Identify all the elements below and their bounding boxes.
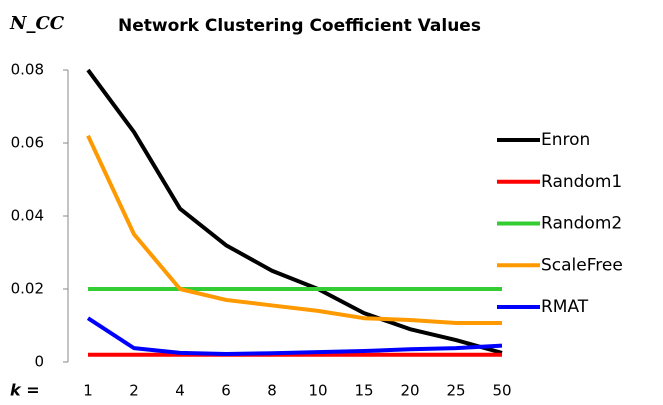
y-tick-label: 0	[34, 353, 44, 371]
legend-label: RMAT	[541, 297, 589, 317]
x-tick-label: 10	[308, 382, 327, 400]
y-tick-label: 0.08	[11, 61, 44, 79]
x-tick-label: 50	[492, 382, 511, 400]
x-tick-label: 6	[221, 382, 231, 400]
y-tick-label: 0.06	[11, 134, 44, 152]
x-tick-label: 2	[129, 382, 139, 400]
x-tick-label: 25	[446, 382, 465, 400]
legend-label: ScaleFree	[541, 255, 623, 275]
x-tick-label: 20	[400, 382, 419, 400]
chart-title: Network Clustering Coefficient Values	[118, 16, 481, 36]
x-tick-label: 1	[83, 382, 93, 400]
y-axis-label: N_CC	[9, 13, 65, 34]
x-tick-label: 4	[175, 382, 185, 400]
series-line	[86, 316, 503, 356]
legend-label: Random1	[541, 172, 622, 192]
x-tick-label: 8	[267, 382, 277, 400]
series-line	[86, 68, 503, 355]
x-tick-label: 15	[354, 382, 373, 400]
y-tick-label: 0.04	[11, 207, 44, 225]
legend-label: Enron	[541, 130, 590, 150]
x-axis-label: k =	[10, 381, 40, 400]
legend-label: Random2	[541, 214, 622, 234]
series-line	[86, 134, 502, 325]
y-tick-label: 0.02	[11, 280, 44, 298]
